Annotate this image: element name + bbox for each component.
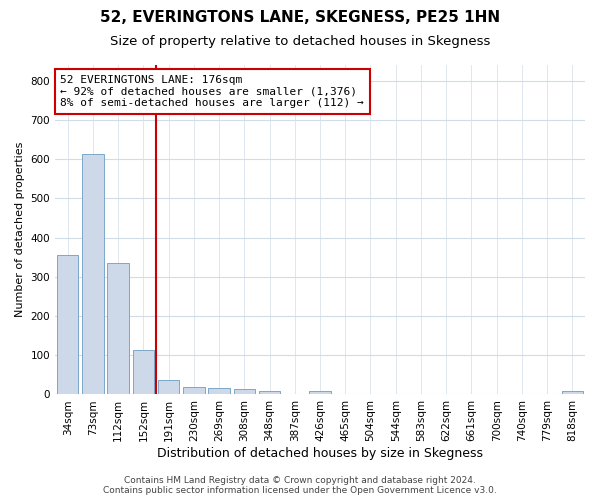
X-axis label: Distribution of detached houses by size in Skegness: Distribution of detached houses by size … xyxy=(157,447,483,460)
Bar xyxy=(82,154,104,394)
Bar xyxy=(259,392,280,394)
Y-axis label: Number of detached properties: Number of detached properties xyxy=(15,142,25,318)
Bar xyxy=(158,380,179,394)
Text: Contains HM Land Registry data © Crown copyright and database right 2024.
Contai: Contains HM Land Registry data © Crown c… xyxy=(103,476,497,495)
Bar xyxy=(309,392,331,394)
Bar xyxy=(562,392,583,394)
Bar xyxy=(183,387,205,394)
Bar xyxy=(57,255,79,394)
Bar xyxy=(133,350,154,395)
Bar xyxy=(107,262,129,394)
Text: 52, EVERINGTONS LANE, SKEGNESS, PE25 1HN: 52, EVERINGTONS LANE, SKEGNESS, PE25 1HN xyxy=(100,10,500,25)
Bar xyxy=(208,388,230,394)
Bar xyxy=(233,390,255,394)
Text: 52 EVERINGTONS LANE: 176sqm
← 92% of detached houses are smaller (1,376)
8% of s: 52 EVERINGTONS LANE: 176sqm ← 92% of det… xyxy=(61,75,364,108)
Text: Size of property relative to detached houses in Skegness: Size of property relative to detached ho… xyxy=(110,35,490,48)
